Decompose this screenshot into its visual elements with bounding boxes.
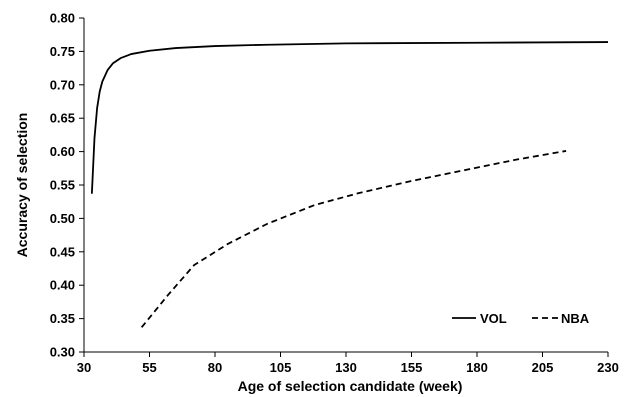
series-line-nba — [140, 150, 567, 328]
x-tick-label: 205 — [532, 360, 554, 375]
x-tick-label: 230 — [597, 360, 619, 375]
x-tick-label: 180 — [466, 360, 488, 375]
y-tick-label: 0.40 — [50, 278, 75, 293]
x-tick-label: 155 — [401, 360, 423, 375]
legend: VOL NBA — [452, 311, 590, 326]
y-tick-label: 0.50 — [50, 211, 75, 226]
x-tick-label: 80 — [208, 360, 222, 375]
x-tick-label: 105 — [270, 360, 292, 375]
x-axis-ticks: 30 55 80 105 130 155 180 205 230 — [77, 352, 619, 375]
y-axis-ticks: 0.30 0.35 0.40 0.45 0.50 0.55 0.60 0.65 0.70 0.75… — [50, 11, 84, 360]
x-tick-label: 130 — [335, 360, 357, 375]
legend-label-vol: VOL — [480, 311, 507, 326]
y-axis-title: Accuracy of selection — [14, 113, 30, 258]
y-tick-label: 0.35 — [50, 311, 75, 326]
y-tick-label: 0.30 — [50, 345, 75, 360]
legend-label-nba: NBA — [561, 311, 590, 326]
x-tick-label: 30 — [77, 360, 91, 375]
y-tick-label: 0.75 — [50, 44, 75, 59]
series-lines — [90, 41, 609, 328]
y-tick-label: 0.80 — [50, 11, 75, 26]
y-tick-label: 0.45 — [50, 244, 75, 259]
x-axis-title: Age of selection candidate (week) — [238, 378, 463, 394]
x-tick-label: 55 — [142, 360, 156, 375]
y-tick-label: 0.55 — [50, 178, 75, 193]
y-tick-label: 0.70 — [50, 77, 75, 92]
series-line-vol — [90, 41, 609, 194]
y-tick-label: 0.60 — [50, 144, 75, 159]
y-tick-label: 0.65 — [50, 111, 75, 126]
